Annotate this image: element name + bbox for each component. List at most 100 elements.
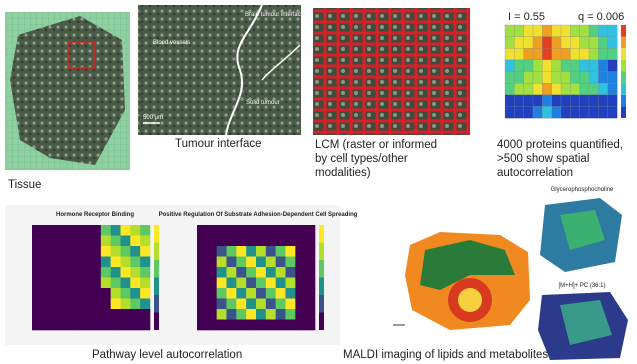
heatmap-cell: [246, 288, 256, 299]
heatmap-cell: [276, 299, 286, 310]
heatmap-cell: [91, 257, 101, 268]
heatmap-cell: [570, 25, 580, 37]
heatmap-cell: [552, 48, 562, 60]
heatmap-cell: [533, 83, 543, 95]
heatmap-cell: [286, 257, 296, 268]
heatmap-cell: [319, 243, 324, 261]
heatmap-cell: [62, 225, 72, 236]
heatmap-cell: [52, 246, 62, 257]
heatmap-cell: [570, 83, 580, 95]
heatmap-cell: [227, 309, 237, 320]
heatmap-cell: [62, 257, 72, 268]
heatmap-cell: [197, 309, 207, 320]
heatmap-cell: [154, 243, 159, 261]
heatmap-cell: [111, 236, 121, 247]
heatmap-cell: [514, 25, 524, 37]
heatmap-cell: [305, 225, 315, 236]
heatmap-cell: [52, 278, 62, 289]
heatmap-cell: [305, 299, 315, 310]
heatmap-cell: [561, 25, 571, 37]
heatmap-cell: [154, 225, 159, 243]
heatmap-cell: [295, 320, 305, 331]
heatmap-cell: [121, 320, 131, 331]
heatmap-cell: [608, 95, 618, 107]
heatmap-cell: [91, 225, 101, 236]
heatmap-cell: [32, 236, 42, 247]
heatmap-cell: [305, 288, 315, 299]
heatmap-cell: [256, 288, 266, 299]
caption: Pathway level autocorrelation: [92, 349, 242, 361]
heatmap-cell: [570, 95, 580, 107]
heatmap-cell: [140, 267, 150, 278]
heatmap-cell: [121, 278, 131, 289]
heatmap-cell: [524, 72, 534, 84]
heatmap-cell: [524, 95, 534, 107]
heatmap-cell: [256, 236, 266, 247]
tissue-image: [5, 12, 130, 170]
heatmap-cell: [62, 267, 72, 278]
heatmap-cell: [81, 246, 91, 257]
heatmap-cell: [589, 37, 599, 49]
heatmap-cell: [140, 320, 150, 331]
stat-label: I = 0.55: [508, 11, 545, 23]
heatmap-cell: [52, 236, 62, 247]
heatmap: [197, 225, 324, 330]
heatmap-cell: [217, 225, 227, 236]
heatmap-cell: [236, 288, 246, 299]
heatmap-cell: [514, 60, 524, 72]
heatmap-cell: [246, 257, 256, 268]
heatmap-cell: [197, 299, 207, 310]
heatmap-cell: [552, 83, 562, 95]
heatmap-cell: [305, 320, 315, 331]
heatmap-cell: [598, 83, 608, 95]
heatmap-cell: [552, 25, 562, 37]
heatmap-cell: [140, 246, 150, 257]
heatmap-cell: [561, 48, 571, 60]
heatmap-cell: [295, 257, 305, 268]
heatmap-cell: [580, 95, 590, 107]
heatmap-cell: [71, 267, 81, 278]
heatmap-cell: [130, 246, 140, 257]
heatmap-cell: [197, 288, 207, 299]
heatmap-cell: [91, 288, 101, 299]
heatmap-cell: [319, 278, 324, 296]
heatmap-cell: [524, 37, 534, 49]
heatmap-cell: [286, 278, 296, 289]
heatmap-cell: [101, 236, 111, 247]
heatmap-cell: [130, 278, 140, 289]
heatmap-cell: [246, 267, 256, 278]
heatmap-cell: [295, 267, 305, 278]
map-title: Glycerophosphocholine: [551, 187, 614, 193]
heatmap-cell: [217, 236, 227, 247]
heatmap-cell: [81, 257, 91, 268]
heatmap-cell: [52, 267, 62, 278]
heatmap-cell: [552, 60, 562, 72]
heatmap-cell: [505, 37, 515, 49]
heatmap-cell: [514, 37, 524, 49]
heatmap-cell: [52, 257, 62, 268]
heatmap-cell: [276, 288, 286, 299]
heatmap-cell: [246, 225, 256, 236]
lcm-image: [313, 8, 470, 135]
heatmap-cell: [42, 320, 52, 331]
heatmap-cell: [140, 278, 150, 289]
heatmap-cell: [266, 309, 276, 320]
heatmap-cell: [32, 225, 42, 236]
heatmap-cell: [217, 267, 227, 278]
heatmap-cell: [197, 257, 207, 268]
heatmap-cell: [608, 25, 618, 37]
heatmap-cell: [236, 278, 246, 289]
heatmap-cell: [236, 225, 246, 236]
heatmap-cell: [101, 299, 111, 310]
heatmap-cell: [207, 236, 217, 247]
heatmap-cell: [621, 37, 626, 49]
heatmap-cell: [111, 225, 121, 236]
heatmap-cell: [140, 236, 150, 247]
heatmap-cell: [319, 295, 324, 313]
heatmap-cell: [207, 267, 217, 278]
heatmap-cell: [207, 309, 217, 320]
heatmap-cell: [121, 246, 131, 257]
heatmap-cell: [32, 267, 42, 278]
heatmap-cell: [111, 278, 121, 289]
heatmap-cell: [598, 25, 608, 37]
